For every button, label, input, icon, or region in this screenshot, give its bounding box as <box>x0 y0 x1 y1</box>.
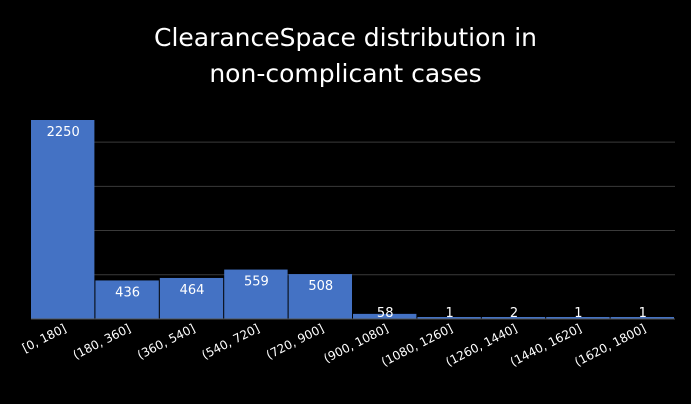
data-label: 559 <box>244 275 269 290</box>
bar <box>417 317 481 319</box>
bar <box>224 269 288 319</box>
x-tick-label: (540, 720] <box>199 321 261 362</box>
data-label: 1 <box>574 306 582 321</box>
x-tick-label: (180, 360] <box>71 321 133 362</box>
chart-title: ClearanceSpace distribution in non-compl… <box>0 20 691 92</box>
x-tick-label: [0, 180] <box>20 321 69 355</box>
data-label: 2 <box>510 306 518 321</box>
data-label: 1 <box>445 306 453 321</box>
x-tick-label: (360, 540] <box>135 321 197 362</box>
bar <box>31 120 95 319</box>
data-label: 464 <box>180 283 205 298</box>
x-tick-label: (1080, 1260] <box>379 321 455 369</box>
bar <box>353 313 417 319</box>
x-tick-label: (720, 900] <box>264 321 326 362</box>
chart-title-line-2: non-complicant cases <box>209 59 482 88</box>
x-tick-label: (1440, 1620] <box>508 321 584 369</box>
data-label: 58 <box>377 306 394 321</box>
bar <box>95 280 159 319</box>
data-label: 1 <box>639 306 647 321</box>
x-tick-label: (1260, 1440] <box>443 321 519 369</box>
bar <box>610 317 674 319</box>
data-label: 2250 <box>47 125 80 140</box>
data-label: 508 <box>308 279 333 294</box>
bar <box>288 274 352 319</box>
bar <box>159 277 224 319</box>
bar <box>546 317 610 319</box>
bar <box>481 317 546 319</box>
chart-title-line-1: ClearanceSpace distribution in <box>153 23 537 52</box>
data-label: 436 <box>115 285 140 300</box>
x-tick-label: (1620, 1800] <box>572 321 648 369</box>
